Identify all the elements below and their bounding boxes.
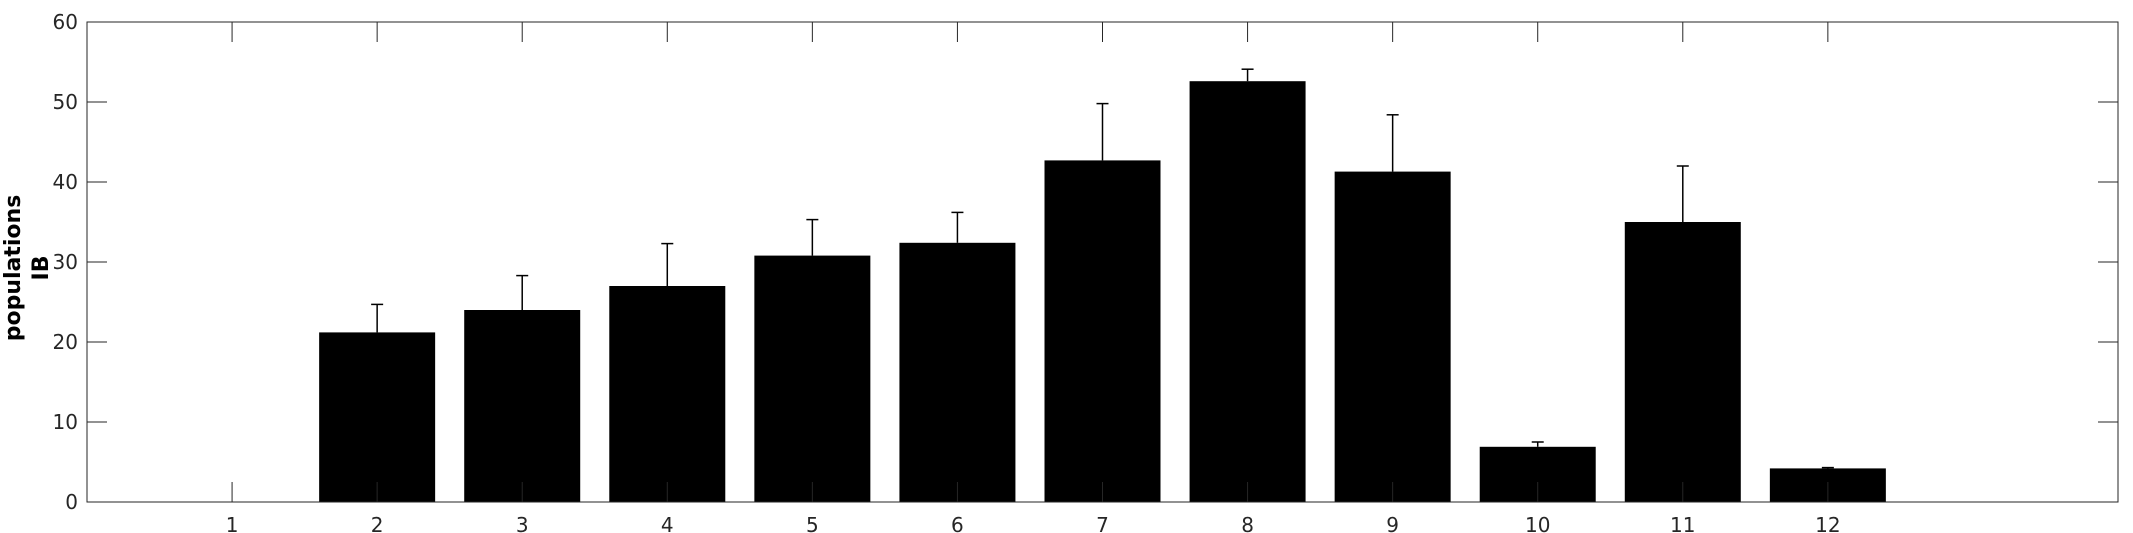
x-tick-label-3: 3 bbox=[516, 513, 529, 533]
x-tick-label-10: 10 bbox=[1525, 513, 1550, 533]
x-tick-label-12: 12 bbox=[1815, 513, 1840, 533]
x-tick-labels: 1 2 3 4 5 6 7 8 9 10 11 12 bbox=[226, 513, 1841, 533]
bar-2 bbox=[319, 332, 436, 502]
y-tick-label-10: 10 bbox=[53, 410, 78, 434]
y-tick-labels: 0 10 20 30 40 50 60 bbox=[53, 10, 78, 514]
error-bars-group bbox=[371, 68, 1834, 469]
bar-11 bbox=[1624, 222, 1741, 502]
x-tick-label-4: 4 bbox=[661, 513, 674, 533]
x-tick-label-6: 6 bbox=[951, 513, 964, 533]
bar-3 bbox=[464, 310, 581, 502]
x-tick-label-11: 11 bbox=[1670, 513, 1695, 533]
x-tick-label-9: 9 bbox=[1386, 513, 1399, 533]
y-axis-label-line-1: populations bbox=[1, 195, 26, 342]
error-bar-11 bbox=[1676, 165, 1689, 222]
y-tick-label-0: 0 bbox=[65, 490, 78, 514]
error-bar-8 bbox=[1241, 68, 1254, 82]
error-bar-5 bbox=[806, 218, 819, 256]
error-bar-3 bbox=[516, 274, 529, 310]
y-tick-label-20: 20 bbox=[53, 330, 78, 354]
x-tick-label-5: 5 bbox=[806, 513, 819, 533]
error-bar-10 bbox=[1531, 441, 1544, 447]
error-bar-7 bbox=[1096, 102, 1109, 161]
y-tick-label-40: 40 bbox=[53, 170, 78, 194]
error-bar-9 bbox=[1386, 114, 1399, 172]
ticks-group bbox=[87, 22, 2118, 502]
bar-8 bbox=[1189, 81, 1306, 502]
y-tick-label-30: 30 bbox=[53, 250, 78, 274]
bar-7 bbox=[1044, 160, 1161, 502]
error-bar-4 bbox=[661, 242, 674, 286]
bar-5 bbox=[754, 255, 871, 502]
bar-4 bbox=[609, 286, 726, 502]
x-tick-label-1: 1 bbox=[226, 513, 239, 533]
bars-group bbox=[319, 81, 1886, 503]
y-tick-label-60: 60 bbox=[53, 10, 78, 34]
bar-6 bbox=[899, 242, 1016, 503]
error-bar-12 bbox=[1821, 466, 1834, 469]
error-bar-2 bbox=[371, 303, 384, 333]
error-bar-6 bbox=[951, 211, 964, 243]
x-tick-label-7: 7 bbox=[1096, 513, 1109, 533]
bar-9 bbox=[1334, 171, 1451, 502]
y-tick-label-50: 50 bbox=[53, 90, 78, 114]
x-tick-label-2: 2 bbox=[371, 513, 384, 533]
y-axis-label-line-2: IB bbox=[29, 256, 54, 281]
x-tick-label-8: 8 bbox=[1241, 513, 1254, 533]
